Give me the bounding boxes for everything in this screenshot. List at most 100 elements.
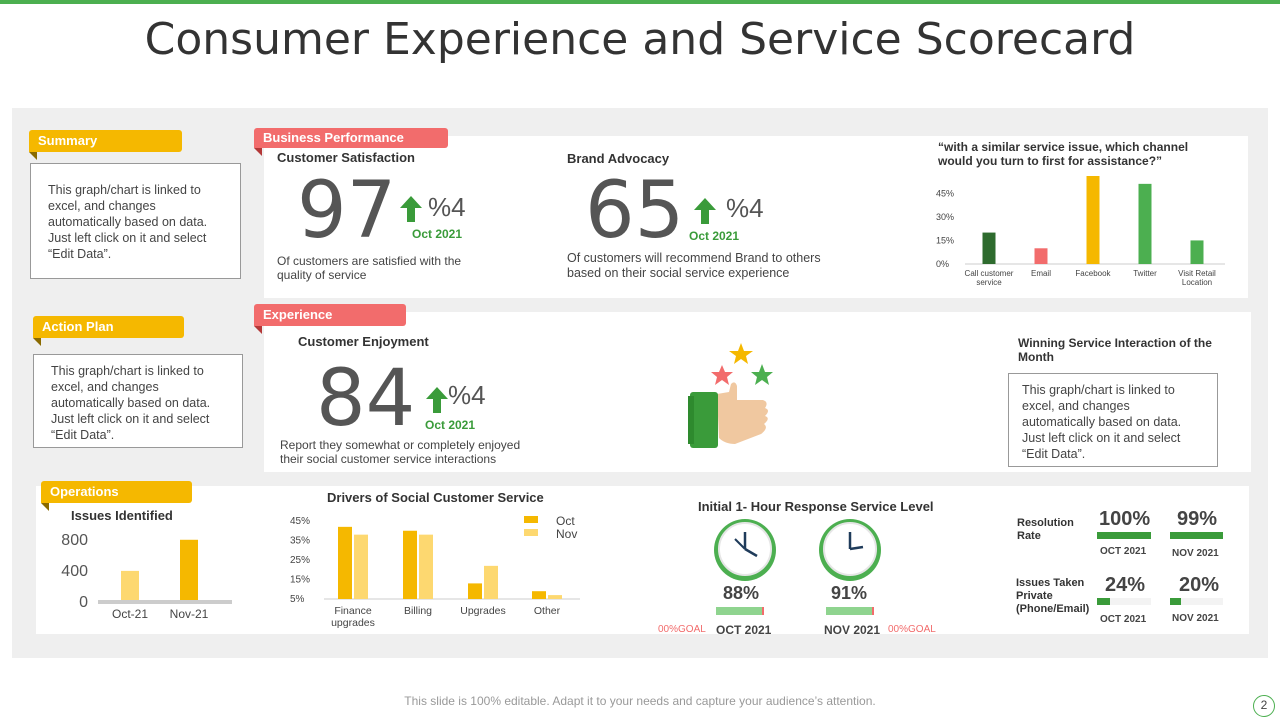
legend-label: Oct [556,514,575,528]
issues-private-nov-track [1170,598,1223,605]
x-tick-label: Location [1182,278,1212,287]
issues-private-label: Issues Taken Private (Phone/Email) [1016,577,1090,615]
winning-note[interactable]: This graph/chart is linked to excel, and… [1008,373,1218,467]
x-tick-label: Finance [334,605,372,617]
business-performance-tag: Business Performance [254,128,448,148]
x-tick-label: Upgrades [460,605,506,617]
resolution-oct-label: OCT 2021 [1100,546,1147,557]
x-tick-label: Twitter [1133,269,1157,278]
y-tick-label: 0 [79,594,88,611]
advocacy-date: Oct 2021 [689,229,740,243]
bar [338,526,352,599]
action-plan-tag-notch [33,338,41,346]
bar [484,565,498,599]
thumbs-up-stars-icon [688,343,773,448]
legend-swatch [524,529,538,536]
legend-swatch [524,516,538,523]
x-tick-label: Other [534,605,561,617]
x-tick-label: Call customer [965,269,1014,278]
satisfaction-date: Oct 2021 [412,227,463,241]
resolution-nov-bar [1170,532,1223,539]
response-nov-label: NOV 2021 [824,623,881,637]
issues-private-nov-pct: 20% [1179,574,1220,596]
y-tick-label: 45% [290,516,310,527]
x-axis-line [98,600,232,604]
issues-private-oct-track [1097,598,1151,605]
enjoyment-value: 84 [316,354,416,444]
top-accent-bar [0,0,1280,4]
issues-chart-title: Issues Identified [71,508,173,523]
y-tick-label: 0% [936,259,949,269]
x-tick-label: Oct-21 [112,607,148,621]
experience-tag: Experience [254,304,406,326]
issues-chart[interactable]: 0 400 800 Oct-21 Nov-21 [48,522,238,626]
y-tick-label: 800 [61,532,88,549]
resolution-oct-pct: 100% [1099,508,1151,530]
satisfaction-desc: Of customers are satisfied with the qual… [277,254,462,282]
page-number: 2 [1253,695,1275,717]
legend-label: Nov [556,527,577,541]
response-nov-pct: 91% [831,583,868,603]
y-tick-label: 25% [290,555,310,566]
advocacy-value: 65 [585,166,685,256]
bar [1086,176,1100,264]
bar [468,583,482,599]
y-tick-label: 45% [936,188,954,198]
action-plan-tag: Action Plan [33,316,184,338]
action-plan-note[interactable]: This graph/chart is linked to excel, and… [33,354,243,448]
y-tick-label: 35% [290,536,310,547]
operations-tag-notch [41,503,49,511]
business-tag-notch [254,148,262,156]
response-oct-label: OCT 2021 [716,623,772,637]
resolution-label: Resolution Rate [1017,517,1074,542]
issues-private-nov-label: NOV 2021 [1172,613,1219,624]
bar [1190,240,1204,264]
resolution-oct-bar [1097,532,1151,539]
response-nov-goal: 00%GOAL [888,624,936,635]
bar [121,570,139,600]
clock-icon [819,519,881,581]
enjoyment-label: Customer Enjoyment [298,334,429,349]
summary-note[interactable]: This graph/chart is linked to excel, and… [30,163,241,279]
y-tick-label: 400 [61,563,88,580]
page-title: Consumer Experience and Service Scorecar… [144,14,1136,65]
enjoyment-date: Oct 2021 [425,418,476,432]
response-title: Initial 1- Hour Response Service Level [698,499,934,514]
y-tick-label: 15% [290,575,310,586]
clock-icon [714,519,776,581]
business-performance-card [264,136,1248,298]
satisfaction-value: 97 [297,166,397,256]
x-tick-label: Billing [404,605,432,617]
bar [1034,248,1048,264]
winning-title: Winning Service Interaction of the Month [1018,336,1212,364]
satisfaction-label: Customer Satisfaction [277,150,415,165]
x-tick-label: Nov-21 [170,607,209,621]
advocacy-label: Brand Advocacy [567,151,670,166]
x-tick-label: upgrades [331,617,375,629]
y-tick-label: 5% [290,594,305,605]
resolution-nov-pct: 99% [1177,508,1218,530]
footer-text: This slide is 100% editable. Adapt it to… [404,694,876,708]
advocacy-desc: Of customers will recommend Brand to oth… [567,251,821,280]
bar [1138,183,1152,264]
resolution-nov-label: NOV 2021 [1172,548,1219,559]
x-tick-label: Visit Retail [1178,269,1216,278]
up-arrow-icon [426,387,448,413]
channel-chart-title: “with a similar service issue, which cha… [938,140,1189,168]
enjoyment-change: %4 [448,380,486,410]
y-tick-label: 15% [936,235,954,245]
bar [982,232,996,264]
issues-private-oct-pct: 24% [1105,574,1146,596]
experience-tag-notch [254,326,262,334]
response-oct-pct: 88% [723,583,760,603]
y-tick-label: 30% [936,212,954,222]
enjoyment-desc: Report they somewhat or completely enjoy… [280,438,521,466]
bar [532,591,546,599]
up-arrow-icon [694,198,716,224]
bar [403,530,417,599]
x-tick-label: Facebook [1075,269,1111,278]
bar [419,534,433,599]
advocacy-change: %4 [726,193,764,223]
